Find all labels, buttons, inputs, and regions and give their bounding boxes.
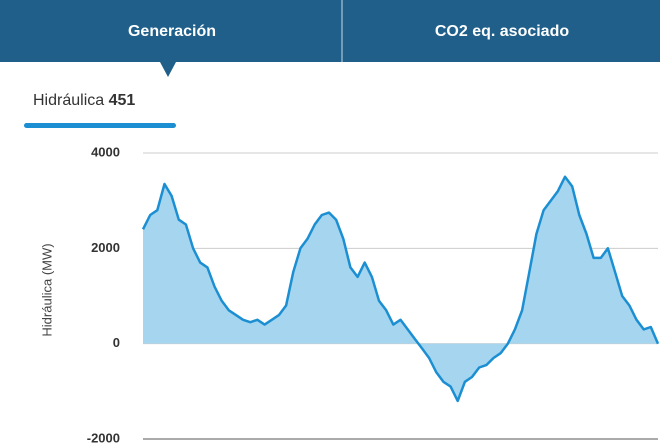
selected-underline xyxy=(24,123,176,128)
y-tick-label: 2000 xyxy=(91,240,120,255)
tab-label: CO2 eq. asociado xyxy=(435,23,569,40)
selected-label: Hidráulica xyxy=(33,92,104,109)
area xyxy=(143,176,658,401)
selected-value: 451 xyxy=(109,92,136,109)
tab-generacion[interactable] xyxy=(0,0,341,62)
tab-pointer xyxy=(160,62,176,77)
y-axis-label: Hidráulica (MW) xyxy=(39,243,54,336)
y-tick-label: 0 xyxy=(113,335,120,350)
y-tick-label: 4000 xyxy=(91,144,120,159)
line xyxy=(141,175,660,403)
y-tick-label: -2000 xyxy=(87,430,120,445)
tab-co2[interactable] xyxy=(343,0,660,62)
tab-label: Generación xyxy=(128,23,216,40)
selected-indicator: Hidráulica 451 xyxy=(33,92,135,109)
